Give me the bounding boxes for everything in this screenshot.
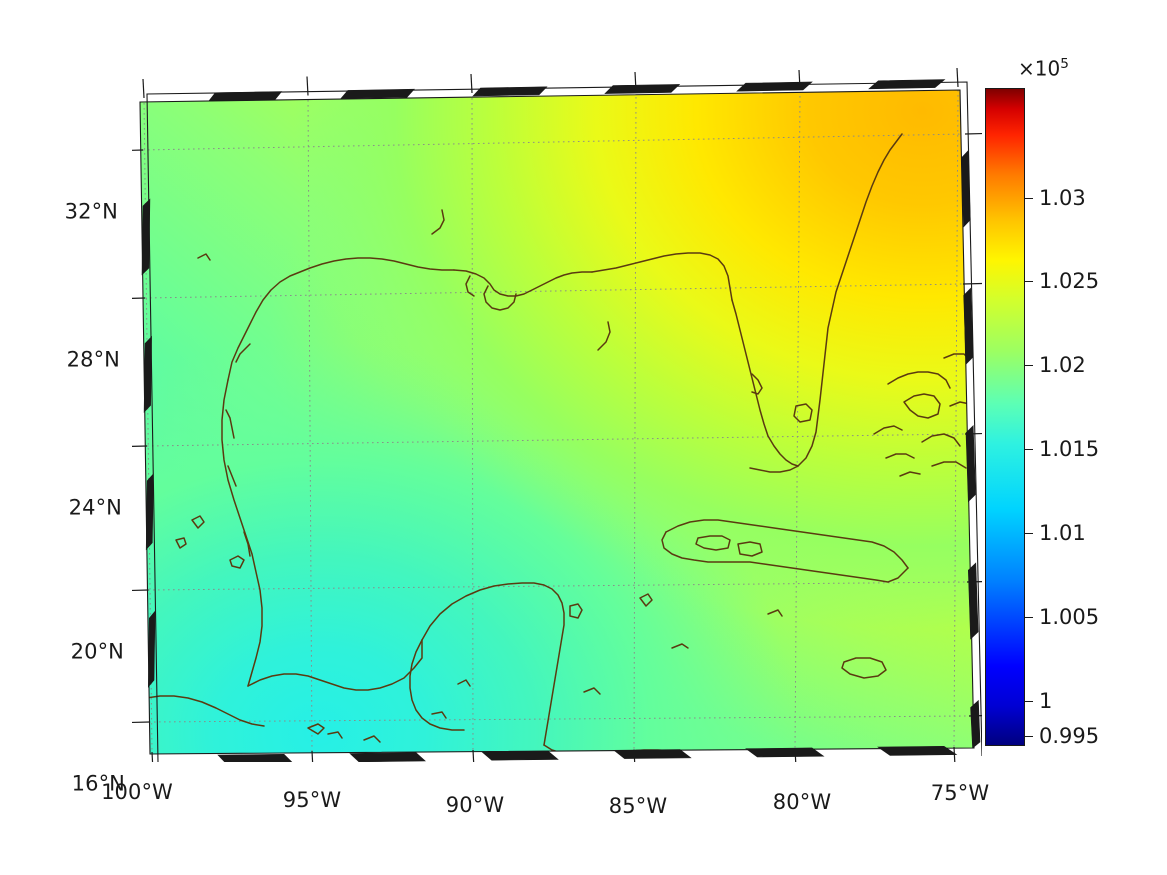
- map-svg: [132, 67, 982, 762]
- lat-tick-label-32n: 32°N: [64, 199, 118, 224]
- colorbar-tick-mark: [1025, 281, 1033, 282]
- colorbar-gradient[interactable]: [985, 88, 1025, 746]
- lat-tick-label-24n: 24°N: [68, 495, 122, 520]
- colorbar-tick-mark: [1025, 198, 1033, 199]
- colorbar-tick-label-0-995: 0.995: [1039, 724, 1100, 748]
- lat-tick-label-20n: 20°N: [70, 639, 124, 664]
- lon-tick-label-75w: 75°W: [930, 781, 990, 805]
- colorbar-tick-label-1-03: 1.03: [1039, 186, 1086, 210]
- colorbar-tick-mark: [1025, 736, 1033, 737]
- colorbar-tick-mark: [1025, 701, 1033, 702]
- colorbar-tick-label-1-005: 1.005: [1039, 605, 1100, 629]
- colorbar-tick-mark: [1025, 617, 1033, 618]
- lon-tick-label-90w: 90°W: [445, 793, 505, 817]
- colorbar-tick-label-1-015: 1.015: [1039, 437, 1100, 461]
- lon-tick-label-85w: 85°W: [608, 794, 668, 818]
- colorbar-tick-label-1-01: 1.01: [1039, 521, 1086, 545]
- lon-tick-label-80w: 80°W: [772, 790, 832, 814]
- colorbar-tick-label-1-02: 1.02: [1039, 353, 1086, 377]
- lat-tick-label-16n: 16°N: [71, 771, 125, 796]
- colorbar-tick-mark: [1025, 449, 1033, 450]
- colorbar-offset-mantissa: ×10: [1018, 56, 1061, 81]
- lon-tick-label-95w: 95°W: [282, 788, 342, 812]
- map-frame: [132, 67, 982, 762]
- colorbar-tick-label-1: 1: [1039, 689, 1053, 713]
- colorbar-offset-label: ×105: [1018, 56, 1069, 81]
- map-panel[interactable]: 32°N 28°N 24°N 20°N 16°N 100°W 95°W 90°W…: [65, 62, 989, 817]
- lon-tick-label-100w: 100°W: [101, 780, 173, 804]
- graticule: [142, 90, 970, 754]
- colorbar-offset-exponent: 5: [1060, 56, 1069, 72]
- colorbar-tick-mark: [1025, 533, 1033, 534]
- colorbar-tick-mark: [1025, 365, 1033, 366]
- pressure-field: [140, 90, 974, 754]
- frame-ticks: [132, 67, 982, 762]
- lat-tick-label-28n: 28°N: [66, 347, 120, 372]
- colorbar-tick-label-1-025: 1.025: [1039, 269, 1100, 293]
